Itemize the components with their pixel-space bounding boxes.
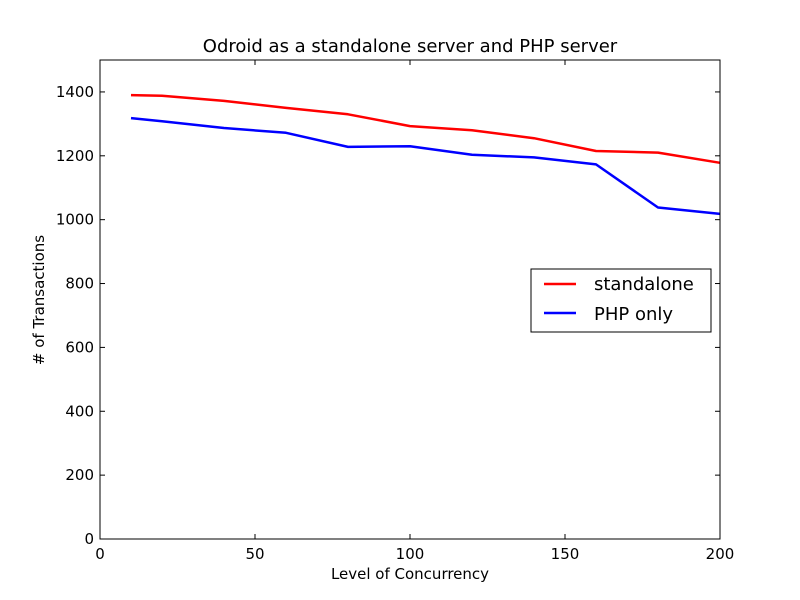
legend-label-standalone: standalone bbox=[594, 274, 694, 295]
y-tick-label: 800 bbox=[65, 275, 94, 293]
x-tick-label: 200 bbox=[706, 545, 735, 563]
y-tick-label: 1400 bbox=[56, 83, 94, 101]
legend-box bbox=[530, 268, 712, 333]
series-layer bbox=[130, 93, 721, 216]
x-tick-label: 0 bbox=[95, 545, 105, 563]
series-line-php-only bbox=[130, 116, 721, 216]
x-tick-label: 50 bbox=[245, 545, 264, 563]
y-axis-title: # of Transactions bbox=[30, 235, 48, 365]
y-tick-label: 0 bbox=[84, 530, 94, 548]
x-tick-label: 100 bbox=[396, 545, 425, 563]
legend: standalone PHP only bbox=[530, 268, 712, 333]
series-line-standalone bbox=[130, 93, 721, 165]
y-tick-label: 1200 bbox=[56, 147, 94, 165]
chart-title: Odroid as a standalone server and PHP se… bbox=[203, 36, 618, 57]
y-tick-label: 600 bbox=[65, 338, 94, 356]
y-tick-label: 1000 bbox=[56, 211, 94, 229]
x-axis-title: Level of Concurrency bbox=[331, 565, 489, 583]
y-tick-label: 200 bbox=[65, 466, 94, 484]
tick-layer: 0 50 100 150 200 0 200 400 600 800 1000 1200 1400 bbox=[56, 60, 735, 563]
legend-label-php-only: PHP only bbox=[594, 304, 673, 325]
y-tick-label: 400 bbox=[65, 402, 94, 420]
x-tick-label: 150 bbox=[551, 545, 580, 563]
